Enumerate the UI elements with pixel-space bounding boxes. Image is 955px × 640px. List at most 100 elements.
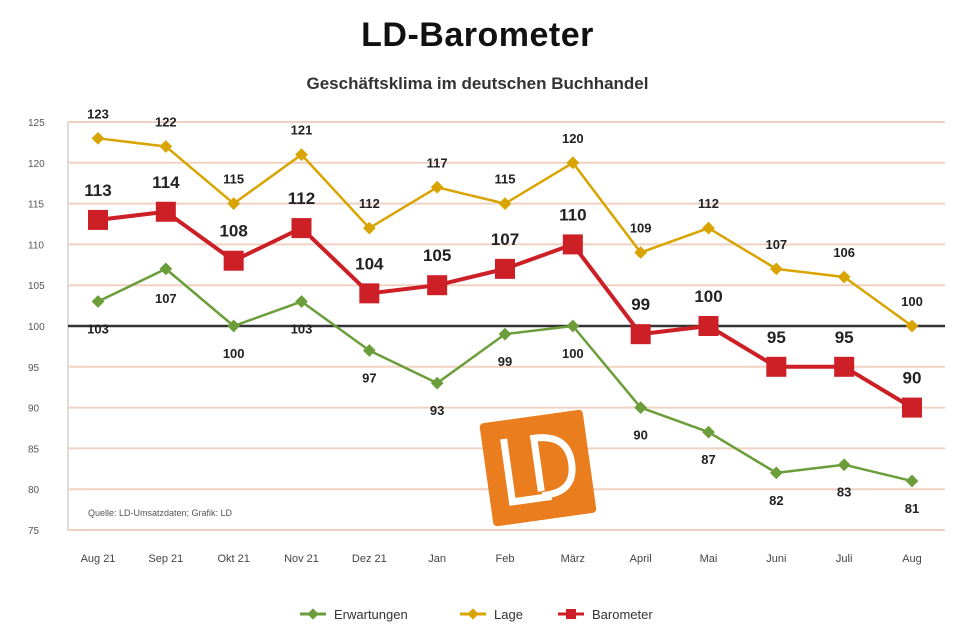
data-label: 107: [765, 237, 787, 252]
data-label: 93: [430, 403, 444, 418]
y-tick-label: 95: [28, 363, 40, 374]
x-tick-label: Mai: [700, 553, 718, 565]
data-label: 82: [769, 493, 783, 508]
source-note-text: Quelle: LD-Umsatzdaten; Grafik: LD: [88, 508, 233, 518]
data-point: [698, 316, 719, 336]
data-point: [91, 295, 105, 308]
x-tick-label: Jan: [428, 553, 446, 565]
data-point: [295, 295, 308, 308]
logo-mark: [479, 409, 597, 527]
data-label: 103: [87, 322, 109, 337]
data-label: 83: [837, 485, 851, 500]
data-point: [430, 376, 444, 390]
y-tick-label: 125: [28, 118, 45, 129]
y-tick-label: 110: [28, 240, 44, 251]
data-point: [498, 327, 512, 341]
data-point: [562, 234, 583, 255]
data-label: 121: [291, 123, 313, 138]
data-point: [155, 201, 176, 222]
data-point: [834, 356, 855, 377]
data-label: 81: [905, 501, 919, 516]
data-label: 112: [288, 189, 315, 208]
data-point: [227, 197, 241, 210]
x-tick-label: Aug 21: [81, 553, 116, 565]
data-label: 95: [835, 328, 854, 347]
chart-subtitle: Geschäftsklima im deutschen Buchhandel: [306, 74, 649, 93]
data-point: [427, 275, 448, 296]
data-label: 100: [562, 346, 584, 361]
data-point: [769, 262, 783, 276]
source-note: Quelle: LD-Umsatzdaten; Grafik: LD: [88, 508, 233, 518]
data-point: [359, 283, 380, 304]
legend-marker: [566, 609, 576, 619]
data-label: 115: [495, 172, 516, 187]
data-point: [91, 131, 105, 145]
data-point: [295, 148, 308, 162]
data-label: 108: [219, 222, 247, 241]
data-label: 123: [87, 106, 109, 121]
logo-letters: [500, 434, 576, 506]
data-point: [362, 221, 376, 235]
ld-logo: [479, 409, 597, 527]
data-point: [702, 425, 715, 439]
data-label: 114: [152, 173, 180, 192]
data-label: 107: [155, 291, 177, 306]
y-tick-label: 85: [28, 444, 40, 455]
data-label: 110: [559, 205, 586, 224]
data-point: [223, 250, 244, 271]
data-point: [227, 319, 241, 333]
data-label: 97: [362, 370, 376, 385]
x-tick-label: April: [630, 553, 652, 565]
x-tick-label: Juli: [836, 553, 853, 565]
data-point: [159, 140, 173, 153]
data-point: [362, 344, 376, 357]
x-tick-label: Feb: [496, 553, 515, 565]
data-label: 99: [498, 354, 512, 369]
y-tick-label: 100: [28, 322, 45, 333]
data-label: 100: [694, 287, 722, 306]
series-lines: [88, 131, 922, 488]
legend-label: Erwartungen: [334, 607, 408, 622]
y-tick-label: 120: [28, 159, 45, 170]
legend-marker: [467, 608, 479, 620]
data-label: 112: [698, 196, 719, 211]
legend-label: Barometer: [592, 607, 653, 622]
data-label: 90: [903, 369, 922, 388]
data-point: [837, 458, 851, 472]
data-point: [88, 209, 108, 230]
legend-label: Lage: [494, 607, 523, 622]
data-label: 106: [833, 245, 855, 260]
data-label: 100: [223, 346, 245, 361]
x-tick-label: Okt 21: [217, 553, 249, 565]
data-label: 90: [633, 428, 647, 443]
y-tick-label: 80: [28, 485, 40, 496]
data-label: 117: [427, 155, 448, 170]
data-label: 122: [155, 114, 177, 129]
x-tick-label: Aug: [902, 553, 922, 565]
data-label: 112: [359, 196, 380, 211]
data-point: [769, 466, 783, 480]
y-tick-labels: 75 80 85 90 95 100 105 110 115 120 125: [28, 118, 45, 537]
data-point: [702, 221, 715, 235]
x-tick-label: Dez 21: [352, 553, 387, 565]
y-tick-label: 90: [28, 404, 40, 415]
data-point: [902, 397, 922, 418]
chart-title: LD-Barometer: [361, 16, 594, 54]
data-label: 100: [901, 294, 923, 309]
data-label: 104: [355, 254, 384, 273]
x-tick-label: Sep 21: [148, 553, 183, 565]
legend: Erwartungen Lage Barometer: [300, 607, 653, 622]
data-label: 120: [562, 131, 584, 146]
x-tick-label: Nov 21: [284, 553, 319, 565]
data-label: 87: [701, 452, 715, 467]
data-labels: 103 107 100 103 97 93 99 100 90 87 82 83 81 123 122 115…: [84, 106, 923, 516]
data-label: 107: [491, 230, 519, 249]
data-point: [630, 324, 651, 345]
y-tick-label: 105: [28, 281, 45, 292]
data-point: [159, 262, 173, 276]
y-tick-label: 75: [28, 526, 40, 537]
data-point: [766, 356, 787, 377]
data-point: [430, 180, 444, 194]
data-label: 115: [223, 172, 244, 187]
